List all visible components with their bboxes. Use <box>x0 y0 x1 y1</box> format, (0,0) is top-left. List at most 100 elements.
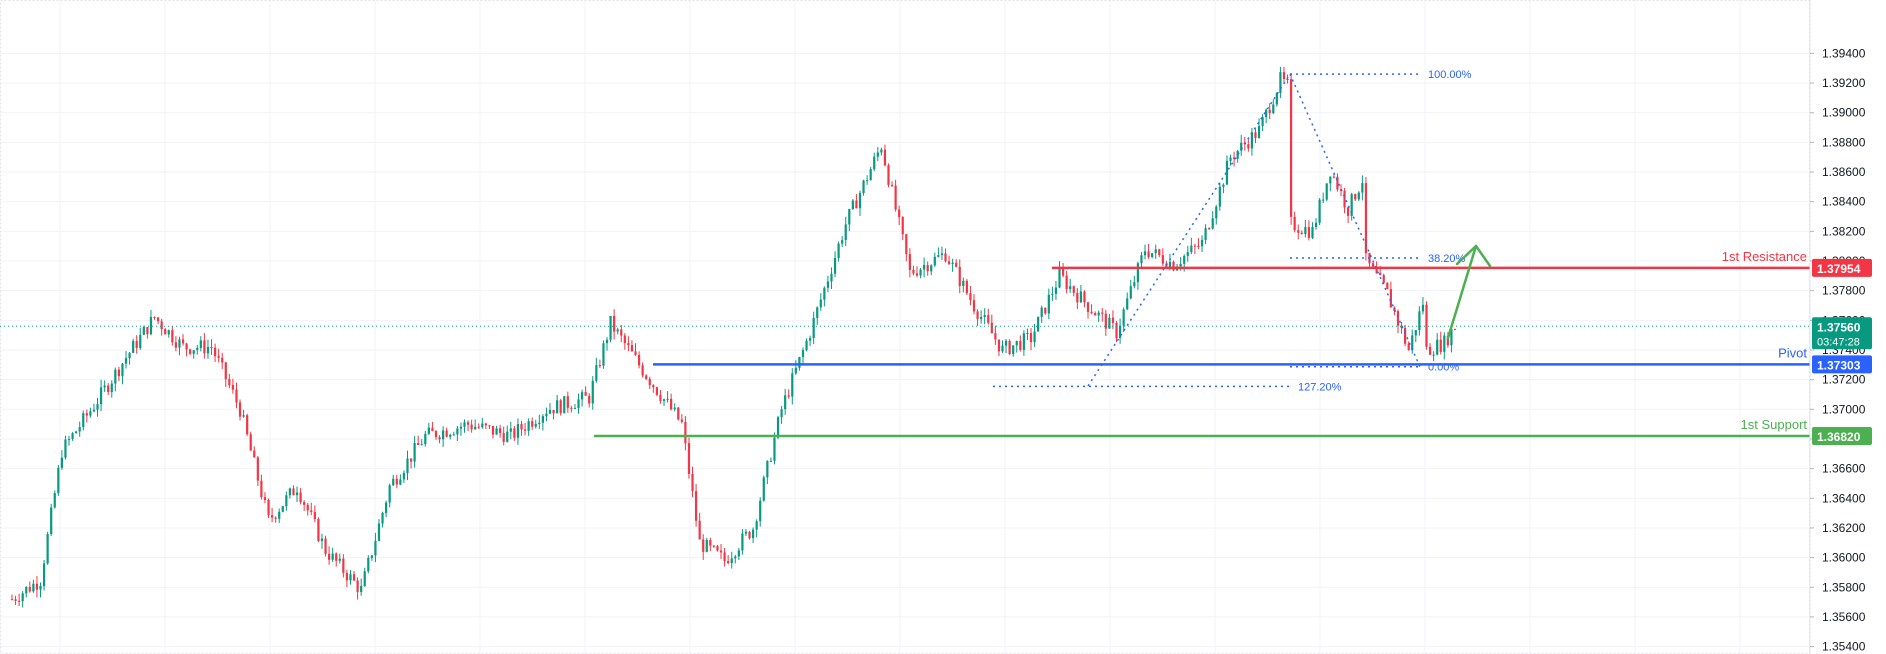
candle-body <box>295 492 299 496</box>
candle-body <box>327 553 331 560</box>
candle-body <box>890 184 894 186</box>
candle-body <box>987 315 990 323</box>
candle-body <box>556 400 559 414</box>
candle-body <box>149 316 153 335</box>
candle-body <box>727 561 730 564</box>
candle-body <box>281 506 284 512</box>
candle-body <box>1136 263 1140 283</box>
y-tick-label: 1.35400 <box>1822 640 1866 654</box>
candle-body <box>1389 289 1392 308</box>
candle-body <box>1286 78 1289 80</box>
candle-body <box>559 400 562 414</box>
candle-body <box>28 586 31 592</box>
candle-body <box>1076 292 1079 303</box>
y-tick-label: 1.37000 <box>1822 402 1866 416</box>
candle-body <box>21 593 24 602</box>
candle-body <box>1257 125 1261 138</box>
candle-body <box>1350 194 1353 216</box>
candle-body <box>160 321 163 330</box>
candle-body <box>1094 313 1097 316</box>
candle-body <box>1037 316 1040 332</box>
candle-body <box>324 538 327 554</box>
candle-body <box>1414 330 1417 336</box>
candle-body <box>1172 261 1175 271</box>
candle-body <box>249 434 252 451</box>
candle-body <box>1225 160 1229 185</box>
candle-body <box>192 350 195 354</box>
candle-body <box>766 460 769 478</box>
candle-body <box>573 408 577 410</box>
candle-body <box>613 315 616 332</box>
candle-body <box>1343 190 1346 208</box>
candle-body <box>1058 268 1061 288</box>
candle-body <box>292 488 295 496</box>
candle-body <box>139 334 142 349</box>
candle-body <box>456 428 459 435</box>
candle-body <box>990 322 993 334</box>
candle-body <box>826 281 830 288</box>
candle-body <box>1001 345 1004 352</box>
candle-body <box>1165 263 1168 269</box>
candle-body <box>1040 307 1043 317</box>
candle-body <box>1004 340 1008 346</box>
candle-body <box>1143 251 1147 256</box>
candle-body <box>1247 144 1250 149</box>
candle-body <box>459 426 463 429</box>
candle-body <box>538 422 541 424</box>
candle-body <box>723 552 726 562</box>
candle-body <box>235 389 238 403</box>
candle-body <box>1133 282 1136 287</box>
candle-body <box>751 529 755 539</box>
y-tick-label: 1.38600 <box>1822 165 1866 179</box>
arrow-head <box>1455 244 1492 268</box>
candle-body <box>1115 323 1118 339</box>
candle-body <box>1322 199 1325 201</box>
candle-body <box>830 273 833 282</box>
candle-body <box>53 493 56 508</box>
candle-body <box>637 354 641 366</box>
candle-body <box>39 586 42 590</box>
candle-body <box>1101 312 1104 314</box>
candle-body <box>1019 340 1022 350</box>
candle-body <box>260 480 263 498</box>
candle-body <box>46 534 49 564</box>
candle-body <box>659 394 662 402</box>
candle-body <box>164 329 167 335</box>
candle-body <box>1314 222 1318 227</box>
candle-body <box>267 499 270 516</box>
candle-body <box>1140 255 1143 264</box>
candle-body <box>645 375 648 379</box>
candle-body <box>452 434 455 436</box>
candle-body <box>940 253 944 256</box>
candle-body <box>1211 218 1214 229</box>
candle-body <box>923 264 926 270</box>
candle-body <box>1079 291 1082 303</box>
candle-body <box>780 409 783 418</box>
candle-body <box>374 540 377 556</box>
candle-body <box>741 533 744 551</box>
candle-body <box>210 347 213 349</box>
fib-retracement: 100.00% 38.20% 0.00% 127.20% <box>993 69 1472 393</box>
candle-body <box>431 427 434 432</box>
candle-body <box>25 586 28 594</box>
candle-body <box>342 558 345 573</box>
candle-body <box>299 492 302 503</box>
candle-body <box>352 574 356 581</box>
candle-body <box>1268 109 1271 114</box>
candle-body <box>759 500 762 522</box>
candle-body <box>748 531 751 539</box>
candle-body <box>434 431 438 438</box>
candle-body <box>580 392 584 400</box>
candle-body <box>1168 261 1172 269</box>
candle-body <box>167 330 170 335</box>
candle-body <box>841 240 844 244</box>
candle-body <box>1218 186 1221 207</box>
candle-body <box>823 287 826 300</box>
candle-body <box>1215 206 1218 219</box>
y-tick-label: 1.36200 <box>1822 521 1866 535</box>
candle-body <box>716 546 719 551</box>
candle-body <box>994 333 997 340</box>
candles <box>10 66 1457 608</box>
